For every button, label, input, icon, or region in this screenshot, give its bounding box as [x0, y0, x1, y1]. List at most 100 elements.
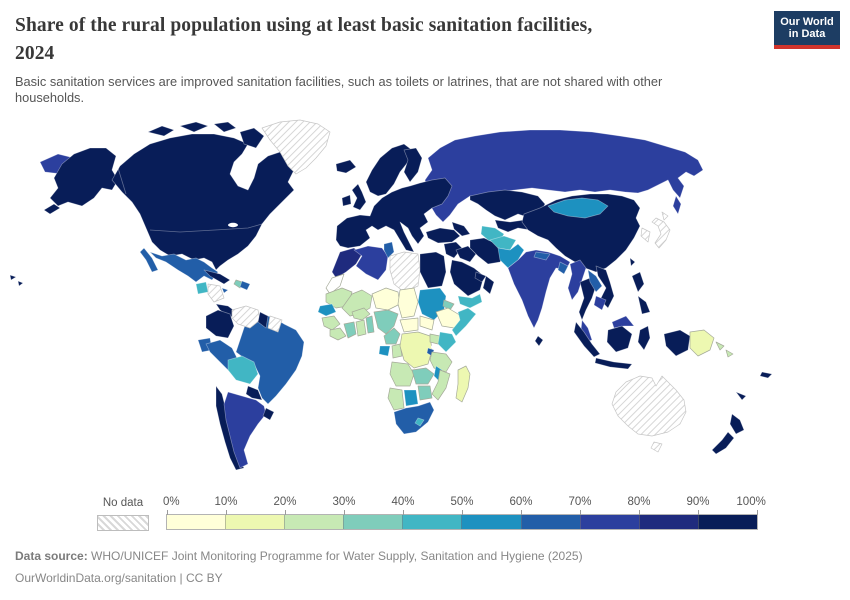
country-canada-usa[interactable]	[111, 133, 295, 271]
country-mozambique[interactable]	[431, 369, 451, 401]
country-cameroon[interactable]	[383, 327, 401, 345]
country-paraguay[interactable]	[245, 385, 263, 401]
country-suriname-french-guiana[interactable]	[267, 315, 283, 333]
country-mongolia[interactable]	[547, 197, 609, 219]
country-cuba[interactable]	[203, 269, 231, 285]
country-jamaica[interactable]	[221, 287, 229, 294]
country-indonesia-sumatra[interactable]	[573, 321, 601, 358]
legend-bin-90-100%[interactable]	[697, 515, 757, 529]
country-turkey[interactable]	[425, 227, 461, 244]
country-dominican-republic[interactable]	[239, 280, 251, 291]
country-chad[interactable]	[397, 287, 419, 319]
country-indonesia-borneo[interactable]	[606, 325, 633, 353]
country-laos[interactable]	[587, 269, 603, 293]
country-drc[interactable]	[399, 331, 433, 369]
no-data-swatch[interactable]	[97, 515, 149, 531]
country-ivory-coast[interactable]	[343, 321, 357, 339]
country-argentina[interactable]	[223, 391, 267, 469]
legend-bin-40-50%[interactable]	[402, 515, 462, 529]
country-solomon-islands-1[interactable]	[715, 341, 725, 351]
country-yemen[interactable]	[457, 293, 483, 309]
country-japan-hokkaido[interactable]	[661, 211, 669, 221]
country-australia-tasmania[interactable]	[650, 441, 663, 453]
country-guatemala[interactable]	[195, 281, 209, 295]
country-nigeria[interactable]	[373, 309, 399, 335]
country-vietnam[interactable]	[595, 265, 615, 309]
owid-logo[interactable]: Our World in Data	[774, 11, 840, 49]
country-kenya[interactable]	[437, 331, 457, 353]
country-china[interactable]	[521, 193, 641, 273]
country-myanmar[interactable]	[567, 259, 587, 301]
country-mexico-baja[interactable]	[139, 247, 159, 273]
country-indonesia-papua[interactable]	[663, 329, 691, 357]
country-fiji[interactable]	[759, 371, 773, 379]
region-baffin-island[interactable]	[239, 127, 265, 149]
country-afghanistan[interactable]	[489, 235, 517, 251]
country-malaysia-borneo[interactable]	[611, 315, 635, 329]
country-papua-new-guinea[interactable]	[689, 329, 715, 357]
region-arctic-islands-3[interactable]	[213, 121, 237, 133]
country-greenland[interactable]	[261, 119, 331, 175]
country-angola[interactable]	[389, 361, 415, 387]
country-russia-sakhalin[interactable]	[672, 195, 682, 215]
country-colombia[interactable]	[205, 309, 235, 339]
license-line[interactable]: OurWorldinData.org/sanitation | CC BY	[15, 571, 223, 585]
country-indonesia-sulawesi[interactable]	[637, 325, 651, 351]
legend-bin-0-10%[interactable]	[167, 515, 226, 529]
country-senegal[interactable]	[317, 303, 337, 317]
country-south-sudan[interactable]	[419, 315, 435, 331]
country-namibia[interactable]	[387, 387, 405, 411]
country-south-africa[interactable]	[393, 401, 435, 435]
country-korea[interactable]	[640, 227, 651, 243]
legend-bin-10-20%[interactable]	[225, 515, 285, 529]
country-ireland[interactable]	[341, 194, 352, 207]
legend-bin-70-80%[interactable]	[579, 515, 639, 529]
legend-bin-20-30%[interactable]	[284, 515, 344, 529]
country-somalia[interactable]	[451, 307, 477, 337]
country-united-kingdom[interactable]	[351, 183, 367, 211]
country-zambia[interactable]	[411, 367, 435, 385]
country-cambodia[interactable]	[593, 295, 607, 311]
country-egypt[interactable]	[419, 251, 447, 289]
country-guinea[interactable]	[321, 315, 341, 331]
region-aleutians[interactable]	[43, 203, 61, 215]
country-madagascar[interactable]	[455, 365, 471, 403]
country-solomon-islands-2[interactable]	[725, 349, 734, 358]
country-botswana[interactable]	[403, 389, 419, 407]
country-indonesia-java[interactable]	[594, 357, 633, 370]
country-sri-lanka[interactable]	[534, 335, 544, 347]
country-sierra-leone-liberia[interactable]	[329, 327, 347, 341]
country-iraq[interactable]	[455, 245, 477, 263]
country-bolivia[interactable]	[227, 355, 259, 385]
country-new-caledonia[interactable]	[735, 391, 747, 401]
country-tunisia[interactable]	[383, 241, 395, 259]
country-australia[interactable]	[611, 375, 687, 437]
region-hawaii-2[interactable]	[17, 280, 24, 287]
country-uae-qatar[interactable]	[474, 271, 487, 283]
region-hawaii-1[interactable]	[9, 274, 17, 281]
country-saudi-arabia[interactable]	[449, 259, 485, 297]
region-arctic-islands-1[interactable]	[147, 125, 175, 137]
legend-bin-30-40%[interactable]	[343, 515, 403, 529]
legend-bin-60-70%[interactable]	[520, 515, 580, 529]
country-zimbabwe[interactable]	[417, 385, 433, 401]
country-venezuela[interactable]	[231, 305, 261, 329]
country-uruguay[interactable]	[262, 407, 275, 421]
legend-bin-80-90%[interactable]	[638, 515, 698, 529]
country-taiwan[interactable]	[629, 257, 636, 267]
legend-color-bar[interactable]	[166, 514, 758, 530]
country-oman[interactable]	[482, 275, 495, 295]
country-burkina-faso[interactable]	[351, 307, 371, 321]
country-new-zealand-north[interactable]	[729, 413, 745, 435]
country-haiti[interactable]	[233, 279, 243, 289]
country-togo-benin[interactable]	[365, 315, 375, 334]
country-philippines-luzon[interactable]	[631, 271, 645, 293]
country-lesotho[interactable]	[414, 417, 425, 427]
country-new-zealand-south[interactable]	[711, 431, 735, 455]
country-alaska[interactable]	[49, 147, 119, 207]
country-central-african-republic[interactable]	[399, 317, 419, 333]
country-japan[interactable]	[651, 217, 671, 249]
region-europe-mainland[interactable]	[335, 177, 453, 253]
country-nepal[interactable]	[533, 251, 551, 261]
region-arctic-islands-2[interactable]	[179, 121, 209, 133]
